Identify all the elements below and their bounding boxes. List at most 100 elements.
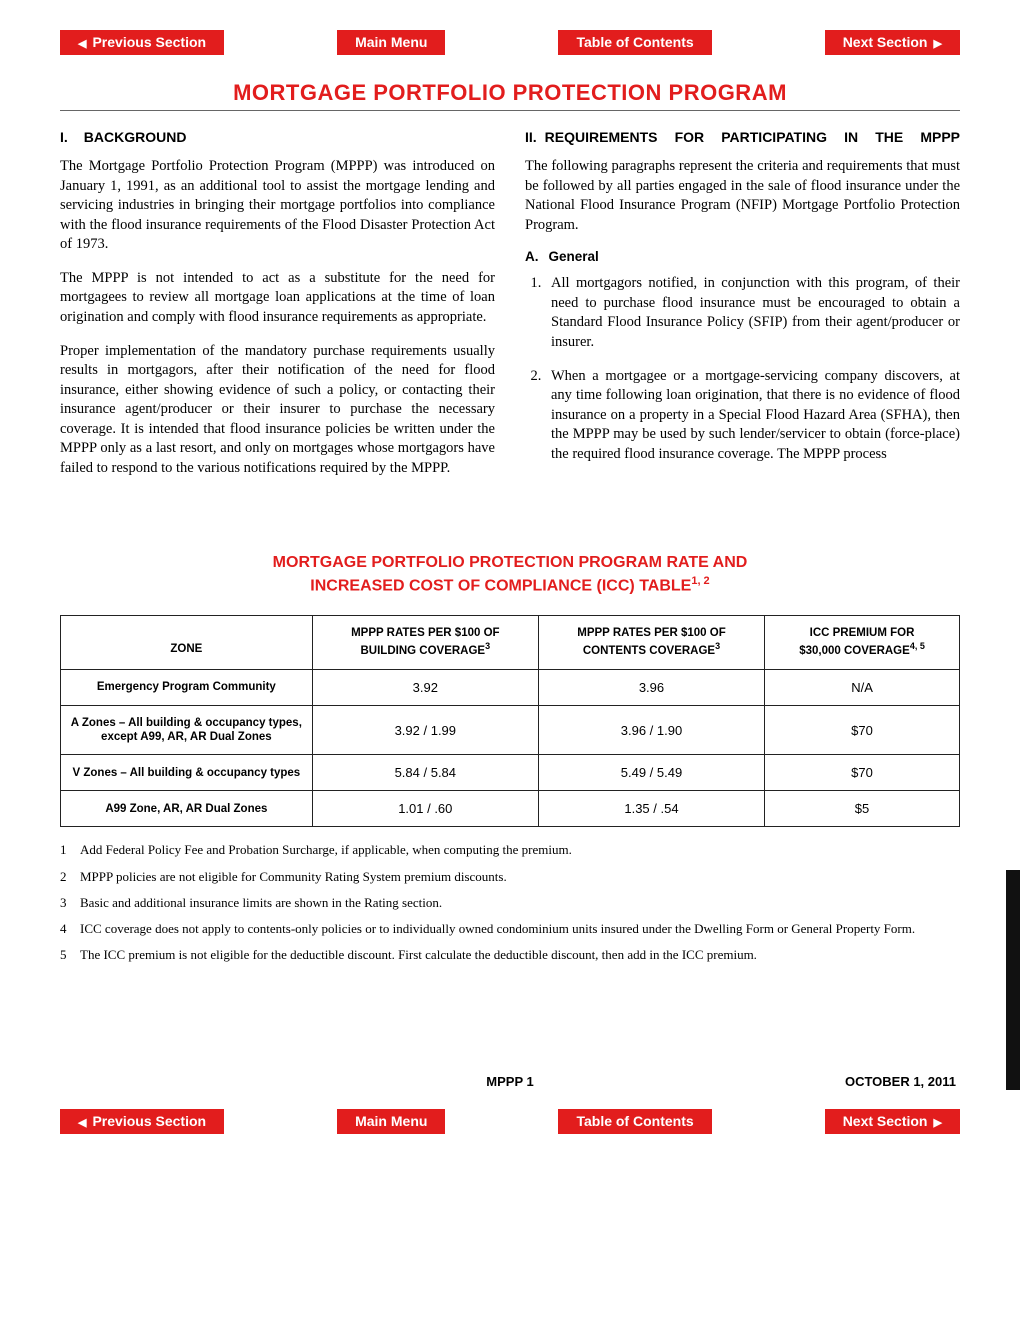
header-sup: 4, 5: [910, 641, 925, 651]
cell-building: 5.84 / 5.84: [312, 755, 538, 791]
triangle-right-icon: [932, 1113, 942, 1129]
table-row: Emergency Program Community 3.92 3.96 N/…: [61, 669, 960, 705]
header-text: BUILDING COVERAGE: [361, 645, 486, 657]
header-text: MPPP RATES PER $100 OF: [351, 627, 499, 639]
col-header-building: MPPP RATES PER $100 OF BUILDING COVERAGE3: [312, 615, 538, 669]
cell-building: 3.92: [312, 669, 538, 705]
main-menu-label: Main Menu: [355, 1113, 427, 1129]
main-menu-label: Main Menu: [355, 34, 427, 50]
main-menu-button[interactable]: Main Menu: [337, 30, 445, 55]
footnote-number: 3: [60, 894, 72, 912]
top-nav: Previous Section Main Menu Table of Cont…: [60, 30, 960, 55]
footnote-text: Basic and additional insurance limits ar…: [80, 894, 442, 912]
section-title: BACKGROUND: [84, 129, 187, 145]
rate-table: ZONE MPPP RATES PER $100 OF BUILDING COVE…: [60, 615, 960, 827]
next-section-button[interactable]: Next Section: [825, 1109, 960, 1134]
left-column: I. BACKGROUND The Mortgage Portfolio Pro…: [60, 129, 495, 492]
footnote: 1 Add Federal Policy Fee and Probation Su…: [60, 841, 960, 859]
list-item: When a mortgagee or a mortgage-servicing…: [545, 367, 960, 465]
list-item: All mortgagors notified, in conjunction …: [545, 274, 960, 352]
footnote-text: ICC coverage does not apply to contents-…: [80, 920, 915, 938]
subsection-letter: A.: [525, 249, 539, 264]
main-menu-button[interactable]: Main Menu: [337, 1109, 445, 1134]
footnote: 5 The ICC premium is not eligible for the…: [60, 946, 960, 964]
footnote-text: Add Federal Policy Fee and Probation Sur…: [80, 841, 572, 859]
table-title-line1: MORTGAGE PORTFOLIO PROTECTION PROGRAM RA…: [273, 554, 748, 571]
table-row: A99 Zone, AR, AR Dual Zones 1.01 / .60 1…: [61, 791, 960, 827]
section-number: I.: [60, 129, 68, 145]
cell-contents: 5.49 / 5.49: [538, 755, 764, 791]
cell-icc: $5: [765, 791, 960, 827]
subsection-title: General: [549, 249, 599, 264]
footnote: 4 ICC coverage does not apply to contents…: [60, 920, 960, 938]
toc-label: Table of Contents: [576, 1113, 693, 1129]
col-header-zone: ZONE: [61, 615, 313, 669]
col-header-icc: ICC PREMIUM FOR $30,000 COVERAGE4, 5: [765, 615, 960, 669]
next-section-button[interactable]: Next Section: [825, 30, 960, 55]
cell-zone: V Zones – All building & occupancy types: [61, 755, 313, 791]
bottom-nav: Previous Section Main Menu Table of Cont…: [60, 1109, 960, 1134]
header-text: MPPP RATES PER $100 OF: [577, 627, 725, 639]
cell-contents: 1.35 / .54: [538, 791, 764, 827]
footnote-number: 4: [60, 920, 72, 938]
footer-date: OCTOBER 1, 2011: [845, 1074, 956, 1089]
section-heading-background: I. BACKGROUND: [60, 129, 495, 145]
requirements-list: All mortgagors notified, in conjunction …: [525, 274, 960, 464]
prev-section-button[interactable]: Previous Section: [60, 1109, 224, 1134]
footnote-number: 1: [60, 841, 72, 859]
header-text: ZONE: [170, 643, 202, 655]
header-sup: 3: [715, 641, 720, 651]
cell-icc: $70: [765, 705, 960, 755]
subsection-heading-general: A. General: [525, 249, 960, 264]
header-sup: 3: [485, 641, 490, 651]
cell-icc: $70: [765, 755, 960, 791]
footnote: 2MPPP policies are not eligible for Comm…: [60, 868, 960, 886]
cell-building: 3.92 / 1.99: [312, 705, 538, 755]
section-title: REQUIREMENTS FOR PARTICIPATING IN THE MP…: [545, 129, 960, 145]
table-body: Emergency Program Community 3.92 3.96 N/…: [61, 669, 960, 827]
body-columns: I. BACKGROUND The Mortgage Portfolio Pro…: [60, 129, 960, 492]
toc-label: Table of Contents: [576, 34, 693, 50]
header-text: CONTENTS COVERAGE: [583, 645, 715, 657]
cell-contents: 3.96 / 1.90: [538, 705, 764, 755]
cell-building: 1.01 / .60: [312, 791, 538, 827]
header-text: ICC PREMIUM FOR: [810, 627, 915, 639]
header-text: $30,000 COVERAGE: [799, 645, 910, 657]
paragraph: The following paragraphs represent the c…: [525, 157, 960, 235]
footnote-number: 5: [60, 946, 72, 964]
prev-section-label: Previous Section: [92, 34, 206, 50]
cell-zone: Emergency Program Community: [61, 669, 313, 705]
side-tab-marker: [1006, 870, 1020, 1090]
footnote-text: MPPP policies are not eligible for Commu…: [80, 868, 507, 886]
next-section-label: Next Section: [843, 1113, 928, 1129]
right-column: II.REQUIREMENTS FOR PARTICIPATING IN THE…: [525, 129, 960, 492]
cell-zone: A Zones – All building & occupancy types…: [61, 705, 313, 755]
paragraph: The MPPP is not intended to act as a sub…: [60, 269, 495, 328]
prev-section-label: Previous Section: [92, 1113, 206, 1129]
table-row: V Zones – All building & occupancy types…: [61, 755, 960, 791]
cell-zone: A99 Zone, AR, AR Dual Zones: [61, 791, 313, 827]
table-header-row: ZONE MPPP RATES PER $100 OF BUILDING COVE…: [61, 615, 960, 669]
table-title: MORTGAGE PORTFOLIO PROTECTION PROGRAM RA…: [60, 552, 960, 597]
document-title: MORTGAGE PORTFOLIO PROTECTION PROGRAM: [60, 80, 960, 111]
toc-button[interactable]: Table of Contents: [558, 30, 711, 55]
section-heading-requirements: II.REQUIREMENTS FOR PARTICIPATING IN THE…: [525, 129, 960, 145]
triangle-left-icon: [78, 34, 88, 50]
paragraph: Proper implementation of the mandatory p…: [60, 342, 495, 479]
table-title-line2: INCREASED COST OF COMPLIANCE (ICC) TABLE: [310, 577, 691, 594]
triangle-left-icon: [78, 1113, 88, 1129]
table-row: A Zones – All building & occupancy types…: [61, 705, 960, 755]
triangle-right-icon: [932, 34, 942, 50]
next-section-label: Next Section: [843, 34, 928, 50]
page-number: MPPP 1: [486, 1074, 533, 1089]
toc-button[interactable]: Table of Contents: [558, 1109, 711, 1134]
footnotes: 1 Add Federal Policy Fee and Probation Su…: [60, 841, 960, 964]
footnote-text: The ICC premium is not eligible for the …: [80, 946, 757, 964]
page-footer: MPPP 1 OCTOBER 1, 2011: [60, 1074, 960, 1089]
footnote: 3 Basic and additional insurance limits a…: [60, 894, 960, 912]
cell-contents: 3.96: [538, 669, 764, 705]
paragraph: The Mortgage Portfolio Protection Progra…: [60, 157, 495, 255]
table-title-sup: 1, 2: [691, 575, 709, 587]
cell-icc: N/A: [765, 669, 960, 705]
prev-section-button[interactable]: Previous Section: [60, 30, 224, 55]
